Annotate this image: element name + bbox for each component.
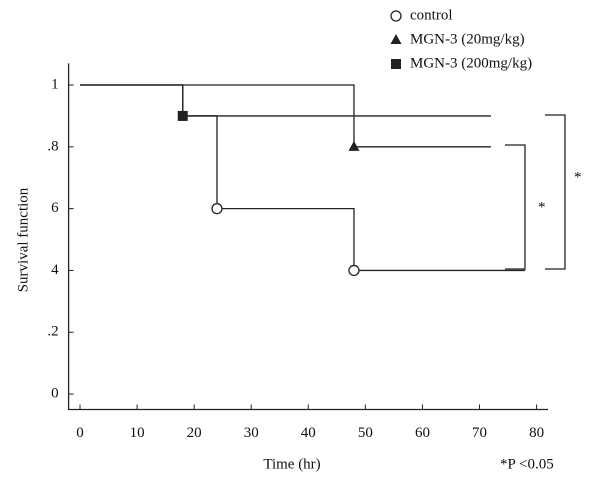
x-tick-label: 0	[76, 425, 84, 441]
legend-marker	[390, 10, 402, 22]
legend-label: MGN-3 (200mg/kg)	[410, 55, 532, 71]
x-tick-label: 60	[415, 425, 430, 441]
x-tick-label: 70	[472, 425, 487, 441]
survival-line	[80, 84, 526, 272]
y-axis-label: Survival function	[15, 187, 31, 292]
legend-marker	[390, 34, 402, 44]
event-marker	[177, 110, 188, 121]
x-tick-label: 80	[529, 425, 544, 441]
significance-bracket	[545, 114, 566, 270]
x-axis-label: Time (hr)	[263, 456, 320, 472]
x-tick-label: 30	[244, 425, 259, 441]
significance-bracket	[505, 144, 526, 270]
x-tick-label: 50	[358, 425, 373, 441]
x-tick-label: 20	[187, 425, 202, 441]
event-marker	[211, 202, 223, 215]
annotation: *P <0.05	[500, 456, 554, 472]
x-tick-label: 10	[130, 425, 145, 441]
y-tick-label: 4	[51, 262, 59, 278]
y-tick-label: 0	[51, 385, 59, 401]
event-marker	[348, 264, 360, 277]
survival-line	[80, 84, 491, 117]
y-tick-label: .8	[47, 138, 58, 154]
y-tick-label: 1	[51, 76, 59, 92]
axis-line	[67, 63, 548, 411]
event-marker	[348, 140, 360, 151]
legend-marker	[391, 59, 401, 69]
significance-mark: *	[538, 199, 546, 215]
y-tick-label: .2	[47, 324, 58, 340]
legend-label: control	[410, 7, 453, 23]
y-tick-label: 6	[51, 200, 59, 216]
x-tick-label: 40	[301, 425, 316, 441]
significance-mark: *	[574, 169, 582, 185]
legend-label: MGN-3 (20mg/kg)	[410, 31, 525, 47]
